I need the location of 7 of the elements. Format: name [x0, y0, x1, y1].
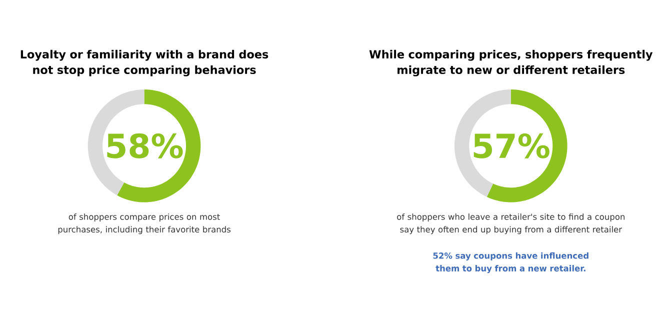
data-label: 57% [474, 133, 550, 158]
text: of shoppers who leave a retailer's site to find a coupon say they often end up buying from a different retailer [397, 214, 624, 234]
text: 52% say coupons have influenced them to buy from a new retailer. [433, 252, 588, 274]
chart-title: Loyalty or familiarity with a brand does not stop price comparing behaviors [20, 50, 268, 76]
text: of shoppers compare prices on most purchases, including their favorite brands [58, 214, 231, 234]
chart-title: While comparing prices, shoppers frequently migrate to new or different retailers [369, 50, 653, 76]
data-label: 58% [107, 133, 183, 158]
